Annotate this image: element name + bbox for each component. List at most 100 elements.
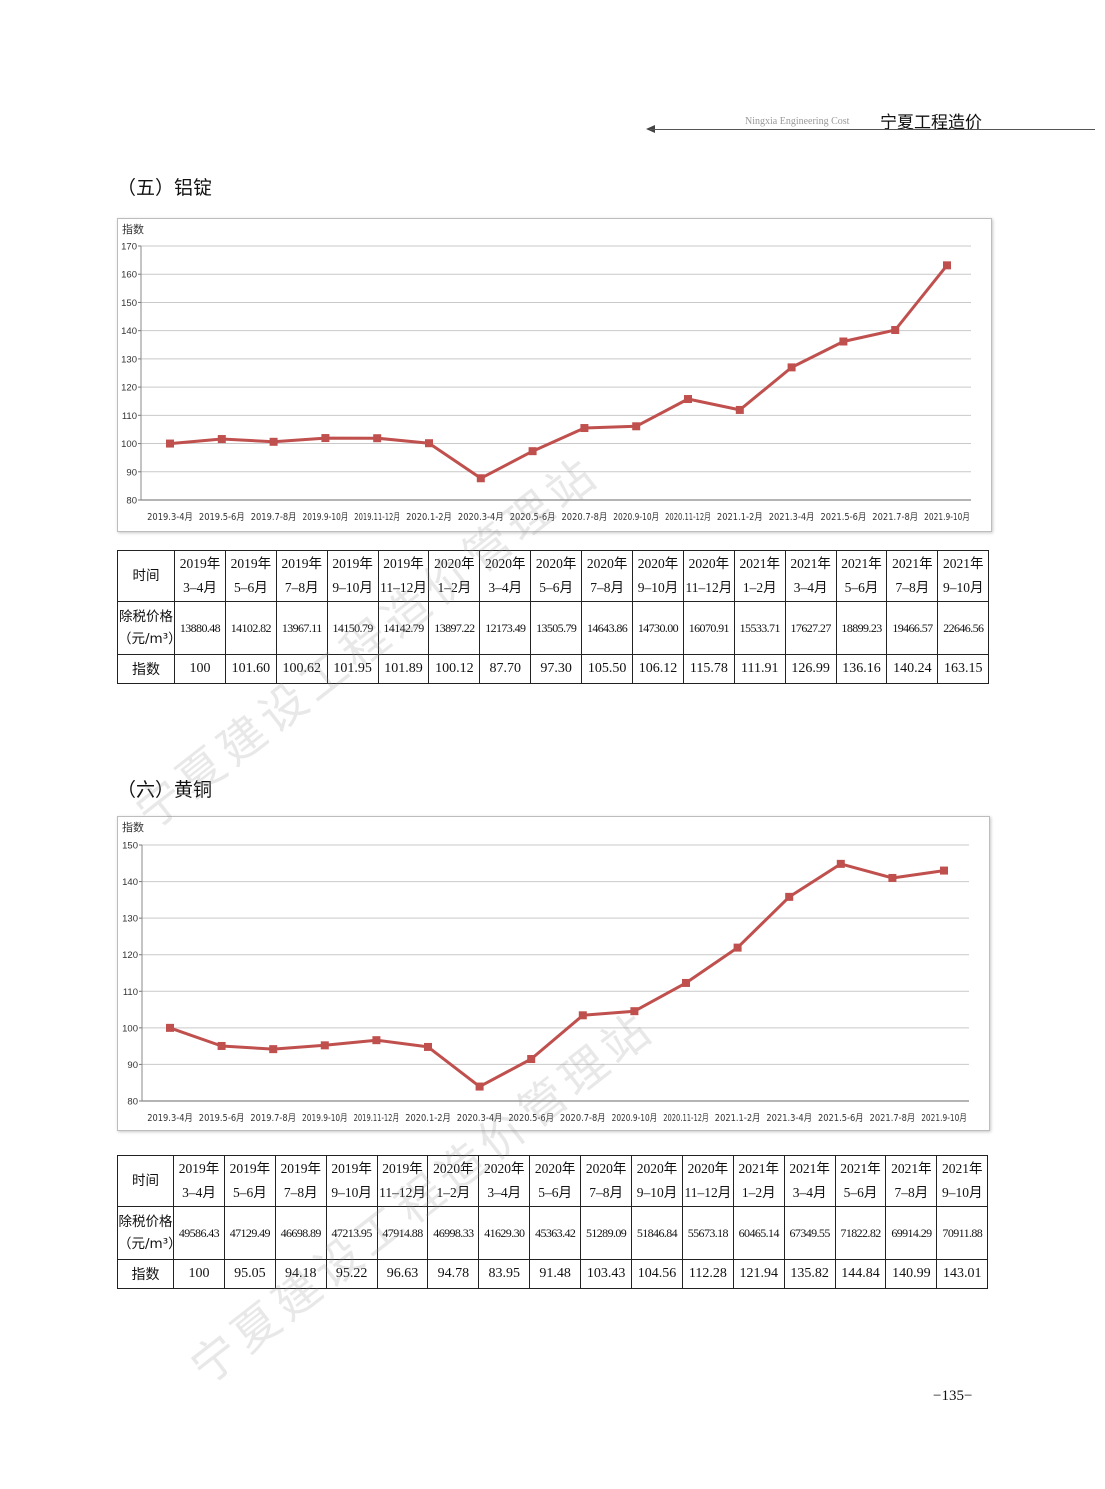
- index-cell: 104.56: [631, 1259, 683, 1289]
- period-year: 2021年: [891, 1161, 932, 1176]
- data-point-marker: [836, 859, 845, 868]
- period-year: 2020年: [433, 1161, 474, 1176]
- table-row-time: 时间 2019年 3–4月 2019年 5–6月 2019年 7–8月 2019年 9–10月 2…: [117, 1155, 989, 1207]
- x-tick-label: 2020.11-12月: [663, 1113, 709, 1124]
- chart-svg: 80 90 100 110 120 130 140 150 2019.3-4月 2019.5-6月…: [122, 841, 969, 1124]
- period-cell: 2020年 11–12月: [681, 1155, 734, 1207]
- data-point-marker: [785, 892, 794, 901]
- data-point-marker: [217, 1041, 226, 1050]
- period-year: 2021年: [841, 556, 882, 571]
- x-tick-label: 2021.9-10月: [921, 1113, 967, 1124]
- series-line: [169, 264, 949, 480]
- period-cell: 2021年 9–10月: [937, 550, 990, 602]
- row-header-text: 时间: [132, 568, 160, 584]
- index-cell: 94.18: [274, 1259, 327, 1289]
- row-header-text: 除税价格: [119, 609, 173, 625]
- period-cell: 2019年 3–4月: [174, 550, 226, 602]
- y-tick-label: 130: [121, 354, 137, 365]
- data-point-marker: [269, 437, 278, 446]
- header-chinese-title: 宁夏工程造价: [880, 113, 982, 133]
- period-cell: 2020年 9–10月: [631, 1155, 683, 1207]
- index-cell: 140.99: [885, 1259, 938, 1289]
- index-cell: 106.12: [632, 654, 684, 684]
- period-year: 2019年: [230, 556, 272, 571]
- period-month: 3–4月: [488, 580, 523, 595]
- price-cell: 15533.71: [733, 601, 786, 655]
- price-cell: 46998.33: [427, 1206, 480, 1260]
- period-cell: 2019年 3–4月: [173, 1155, 225, 1207]
- row-header-price: 除税价格 （元/m³）: [117, 1206, 174, 1260]
- period-cell: 2020年 7–8月: [581, 550, 634, 602]
- data-point-marker: [166, 1023, 174, 1032]
- index-cell: 143.01: [936, 1259, 989, 1289]
- period-year: 2020年: [534, 1161, 576, 1176]
- period-month: 3–4月: [182, 1185, 216, 1200]
- price-cell: 70911.88: [936, 1206, 989, 1260]
- index-cell: 103.43: [580, 1259, 633, 1289]
- price-cell: 41629.30: [478, 1206, 531, 1260]
- data-point-marker: [424, 1042, 432, 1051]
- data-point-marker: [888, 873, 897, 882]
- period-cell: 2021年 1–2月: [733, 550, 786, 602]
- x-tick-label: 2020.11-12月: [665, 512, 711, 523]
- data-point-marker: [733, 943, 742, 952]
- period-cell: 2021年 5–6月: [834, 1155, 887, 1207]
- row-header-index: 指数: [117, 654, 175, 684]
- data-point-marker: [528, 447, 537, 456]
- index-cell: 121.94: [732, 1259, 785, 1289]
- y-tick-label: 170: [121, 242, 137, 253]
- x-tick-label: 2021.3-4月: [766, 1113, 812, 1124]
- period-cell: 2021年 9–10月: [936, 1155, 989, 1207]
- period-month: 9–10月: [636, 1185, 678, 1200]
- period-cell: 2020年 9–10月: [632, 550, 684, 602]
- x-tick-label: 2021.7-8月: [870, 1113, 916, 1124]
- row-header-price: 除税价格 （元/m³）: [117, 601, 175, 655]
- period-year: 2019年: [280, 1161, 321, 1176]
- price-cell: 71822.82: [834, 1206, 887, 1260]
- period-year: 2020年: [687, 1161, 729, 1176]
- period-cell: 2021年 1–2月: [732, 1155, 785, 1207]
- index-cell: 91.48: [529, 1259, 582, 1289]
- x-tick-label: 2019.3-4月: [147, 1113, 193, 1124]
- period-year: 2020年: [434, 556, 475, 571]
- period-month: 5–6月: [538, 1185, 573, 1200]
- period-cell: 2019年 9–10月: [326, 550, 379, 602]
- period-cell: 2019年 11–12月: [376, 1155, 429, 1207]
- period-cell: 2020年 3–4月: [478, 1155, 531, 1207]
- y-tick-label: 130: [122, 914, 138, 925]
- index-cell: 105.50: [581, 654, 634, 684]
- x-tick-label: 2019.5-6月: [199, 1113, 245, 1124]
- price-cell: 69914.29: [885, 1206, 938, 1260]
- period-month: 1–2月: [437, 580, 472, 595]
- period-year: 2021年: [840, 1161, 881, 1176]
- x-tick-label: 2019.7-8月: [251, 512, 297, 523]
- index-cell: 163.15: [937, 654, 990, 684]
- period-year: 2020年: [485, 556, 526, 571]
- index-cell: 136.16: [835, 654, 888, 684]
- period-month: 7–8月: [283, 1185, 318, 1200]
- x-tick-label: 2019.11-12月: [354, 1113, 400, 1124]
- period-month: 11–12月: [684, 1185, 732, 1200]
- index-cell: 101.60: [224, 654, 277, 684]
- x-tick-label: 2019.3-4月: [147, 512, 193, 523]
- y-tick-label: 90: [127, 1060, 138, 1071]
- y-axis-title: 指数: [122, 821, 144, 834]
- data-point-marker: [735, 405, 744, 414]
- row-header-text: （元/m³）: [118, 631, 174, 647]
- data-point-marker: [940, 866, 948, 875]
- period-month: 9–10月: [942, 1185, 983, 1200]
- row-header-time: 时间: [117, 550, 175, 602]
- row-header-text: （元/m³）: [118, 1236, 173, 1252]
- index-cell: 100: [174, 654, 226, 684]
- data-point-marker: [372, 1036, 381, 1045]
- price-cell: 14150.79: [326, 601, 379, 655]
- price-cell: 45363.42: [529, 1206, 582, 1260]
- period-cell: 2021年 3–4月: [784, 550, 837, 602]
- data-point-marker: [787, 363, 796, 372]
- period-month: 1–2月: [741, 1185, 776, 1200]
- period-month: 7–8月: [284, 580, 319, 595]
- data-point-marker: [632, 422, 641, 431]
- price-cell: 46698.89: [274, 1206, 327, 1260]
- period-year: 2020年: [637, 556, 679, 571]
- period-month: 9–10月: [943, 580, 984, 595]
